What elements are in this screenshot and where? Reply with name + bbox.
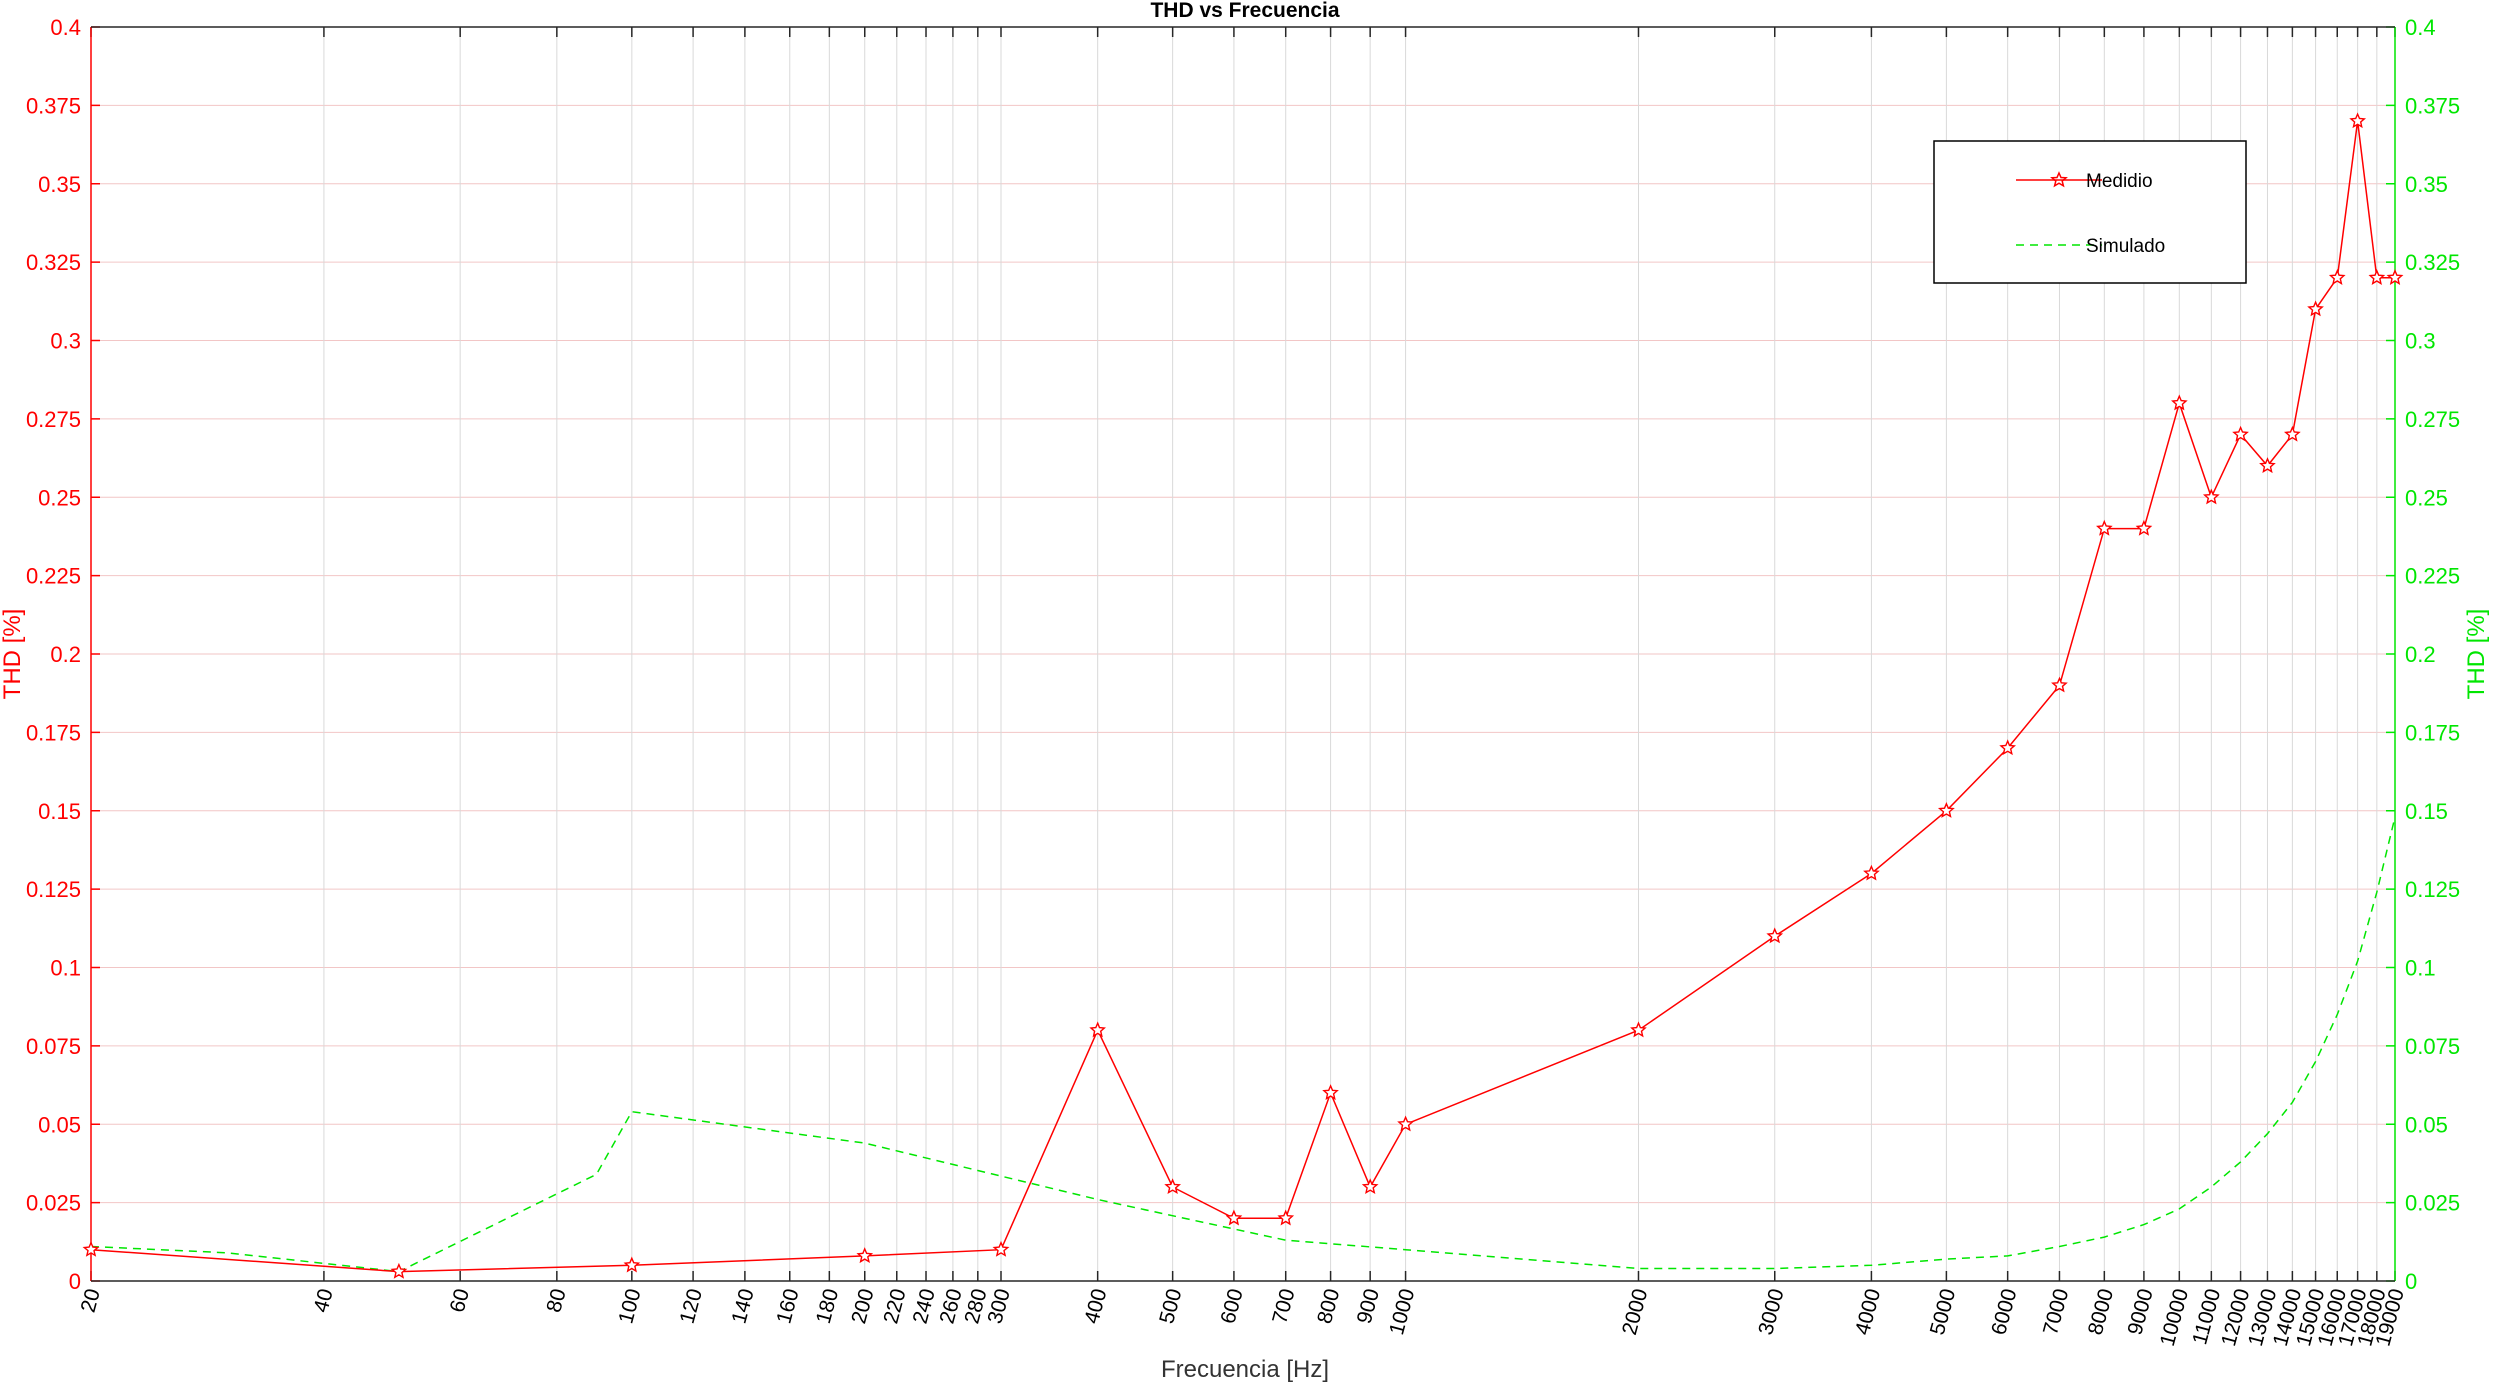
legend-measured-label: Medidio [2086,171,2153,192]
x-axis-label: Frecuencia [Hz] [1161,1356,1329,1383]
y-tick-label-right: 0.05 [2405,1112,2448,1137]
y-tick-label-left: 0.15 [38,799,81,824]
series-measured-marker [390,1262,408,1279]
series-measured-marker [2386,269,2404,285]
series-measured-marker [2171,394,2188,411]
y-tick-label-left: 0.375 [26,93,81,118]
series-measured-marker [1164,1178,1182,1195]
series-measured-marker [2232,425,2249,442]
y-tick-label-right: 0.175 [2405,720,2460,745]
y-tick-label-left: 0.125 [26,877,81,902]
legend-measured-marker [2050,171,2068,188]
y-tick-label-left: 0.225 [26,564,81,589]
y-tick-label-right: 0.2 [2405,642,2436,667]
series-measured-marker [856,1247,874,1264]
y-tick-label-left: 0.35 [38,172,81,197]
series-measured-marker [1089,1021,1106,1038]
series-measured-marker [2259,457,2276,474]
series-measured-marker [1397,1115,1414,1132]
y-tick-label-right: 0.4 [2405,15,2436,40]
series-measured-marker [2328,268,2346,285]
series-measured-marker [2096,519,2113,536]
y-tick-label-right: 0.225 [2405,564,2460,589]
series-measured-marker [992,1240,1010,1257]
y-axis-right-label: THD [%] [2463,609,2490,700]
y-tick-label-right: 0.375 [2405,93,2460,118]
series-measured-marker [1630,1021,1647,1038]
axes: 0 0 0.025 0.025 0.05 0.05 0.075 0.075 0.1 0.1 0.12… [26,15,2460,1349]
series-measured-marker [2051,676,2068,693]
y-tick-label-left: 0.175 [26,720,81,745]
series-measured-marker [1322,1084,1339,1101]
y-tick-label-right: 0 [2405,1269,2417,1294]
series-measured-marker [2202,488,2220,505]
y-tick-label-left: 0.1 [50,956,81,981]
y-tick-label-left: 0.2 [50,642,81,667]
series-measured-line [90,121,2395,1273]
series-measured-marker [82,1240,100,1257]
y-tick-label-left: 0.275 [26,407,81,432]
series-measured-marker [1277,1209,1295,1226]
y-tick-label-left: 0.4 [50,15,81,40]
series-measured-marker [2307,300,2324,317]
series-measured-marker [623,1256,641,1273]
chart-title: THD vs Frecuencia [1150,0,1339,22]
series-measured-marker [2368,268,2386,285]
legend-box [1933,140,2247,284]
legend-simulated-label: Simulado [2086,236,2165,257]
series-measured-marker [1937,802,1955,818]
y-tick-label-right: 0.125 [2405,877,2460,902]
y-tick-label-right: 0.025 [2405,1191,2460,1216]
y-tick-label-left: 0.25 [38,485,81,510]
series-measured-marker [1863,864,1880,881]
series-measured-marker [2135,519,2153,536]
y-tick-label-right: 0.35 [2405,172,2448,197]
legend: Medidio Simulado [1933,140,2247,284]
series-measured-marker [1225,1209,1243,1226]
y-tick-label-right: 0.15 [2405,799,2448,824]
series-measured-marker [1766,927,1784,944]
y-tick-label-right: 0.275 [2405,407,2460,432]
y-tick-label-left: 0.325 [26,250,81,275]
series-layer [82,112,2404,1279]
y-tick-label-left: 0 [69,1269,81,1294]
y-tick-label-left: 0.3 [50,329,81,354]
y-tick-label-left: 0.025 [26,1191,81,1216]
y-tick-label-left: 0.075 [26,1034,81,1059]
y-tick-label-right: 0.325 [2405,250,2460,275]
y-tick-label-right: 0.25 [2405,485,2448,510]
y-tick-label-right: 0.1 [2405,956,2436,981]
series-measured-marker [1361,1178,1379,1195]
y-tick-label-right: 0.3 [2405,329,2436,354]
y-tick-label-right: 0.075 [2405,1034,2460,1059]
series-measured-marker [2283,425,2301,442]
y-tick-label-left: 0.05 [38,1112,81,1137]
series-measured-marker [1999,739,2017,756]
y-axis-left-label: THD [%] [0,609,26,700]
series-measured-marker [2349,112,2367,129]
series-simulated-line [90,816,2396,1273]
